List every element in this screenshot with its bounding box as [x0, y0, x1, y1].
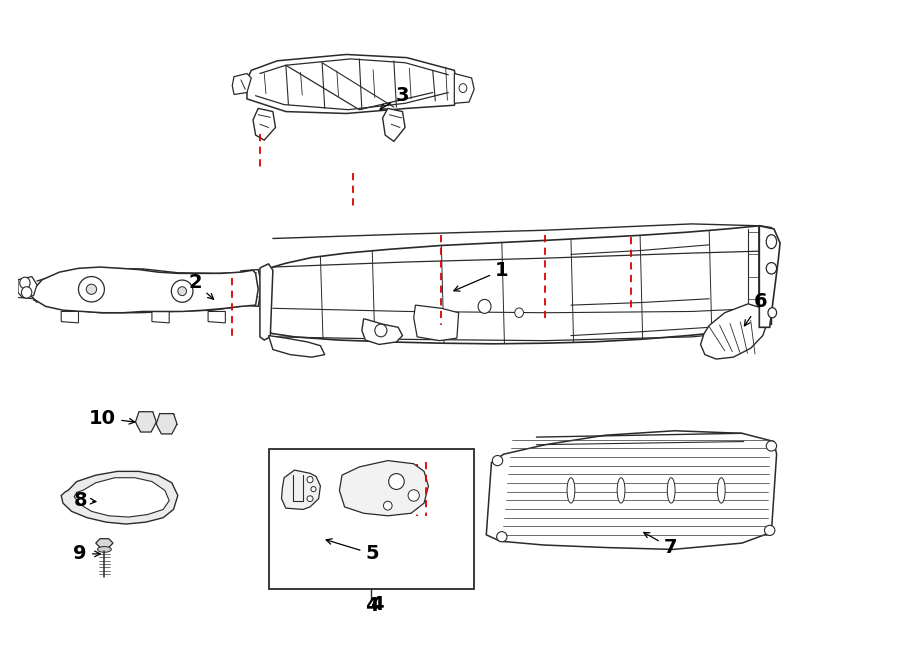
Ellipse shape [307, 496, 313, 502]
Bar [268, 449, 474, 590]
Ellipse shape [310, 486, 316, 492]
Text: 4: 4 [370, 595, 383, 614]
Ellipse shape [459, 84, 467, 93]
Ellipse shape [383, 501, 392, 510]
Ellipse shape [768, 307, 777, 318]
Polygon shape [18, 276, 37, 297]
Polygon shape [241, 270, 262, 307]
Ellipse shape [408, 490, 419, 501]
Ellipse shape [171, 280, 193, 302]
Ellipse shape [766, 262, 777, 274]
Ellipse shape [492, 455, 503, 465]
Polygon shape [27, 267, 258, 313]
Ellipse shape [515, 308, 524, 317]
Text: 7: 7 [644, 533, 677, 557]
Polygon shape [486, 431, 777, 549]
Ellipse shape [617, 478, 625, 503]
Ellipse shape [78, 276, 104, 302]
Ellipse shape [22, 287, 32, 298]
Polygon shape [454, 73, 474, 103]
Polygon shape [247, 54, 459, 114]
Ellipse shape [717, 478, 725, 503]
Polygon shape [253, 108, 275, 140]
Polygon shape [362, 319, 402, 344]
Polygon shape [265, 226, 771, 344]
Text: 1: 1 [454, 260, 508, 291]
Ellipse shape [667, 478, 675, 503]
Ellipse shape [567, 478, 575, 503]
Polygon shape [61, 311, 78, 323]
Polygon shape [700, 304, 768, 359]
Text: 8: 8 [74, 491, 96, 510]
Polygon shape [382, 108, 405, 141]
Polygon shape [136, 412, 157, 432]
Text: 9: 9 [74, 545, 100, 563]
Ellipse shape [764, 525, 775, 535]
Ellipse shape [307, 477, 313, 483]
Text: 4: 4 [364, 596, 378, 615]
Ellipse shape [766, 441, 777, 451]
Polygon shape [61, 471, 178, 524]
Ellipse shape [389, 473, 404, 489]
Ellipse shape [20, 277, 30, 289]
Text: 5: 5 [326, 539, 379, 563]
Text: 6: 6 [744, 292, 768, 326]
Ellipse shape [497, 531, 507, 542]
Ellipse shape [478, 299, 491, 313]
Text: 10: 10 [89, 408, 135, 428]
Polygon shape [268, 336, 325, 357]
Polygon shape [760, 226, 780, 327]
Ellipse shape [766, 235, 777, 249]
Text: 3: 3 [380, 86, 410, 110]
Polygon shape [232, 73, 251, 95]
Polygon shape [208, 311, 225, 323]
Ellipse shape [178, 287, 186, 295]
Polygon shape [74, 478, 169, 517]
Polygon shape [282, 470, 320, 510]
Polygon shape [339, 461, 428, 516]
Polygon shape [157, 414, 177, 434]
Ellipse shape [374, 324, 387, 337]
Polygon shape [95, 539, 113, 547]
Polygon shape [414, 305, 459, 340]
Polygon shape [260, 264, 273, 340]
Polygon shape [152, 311, 169, 323]
Ellipse shape [86, 284, 96, 294]
Text: 2: 2 [188, 274, 213, 299]
Ellipse shape [97, 547, 112, 553]
